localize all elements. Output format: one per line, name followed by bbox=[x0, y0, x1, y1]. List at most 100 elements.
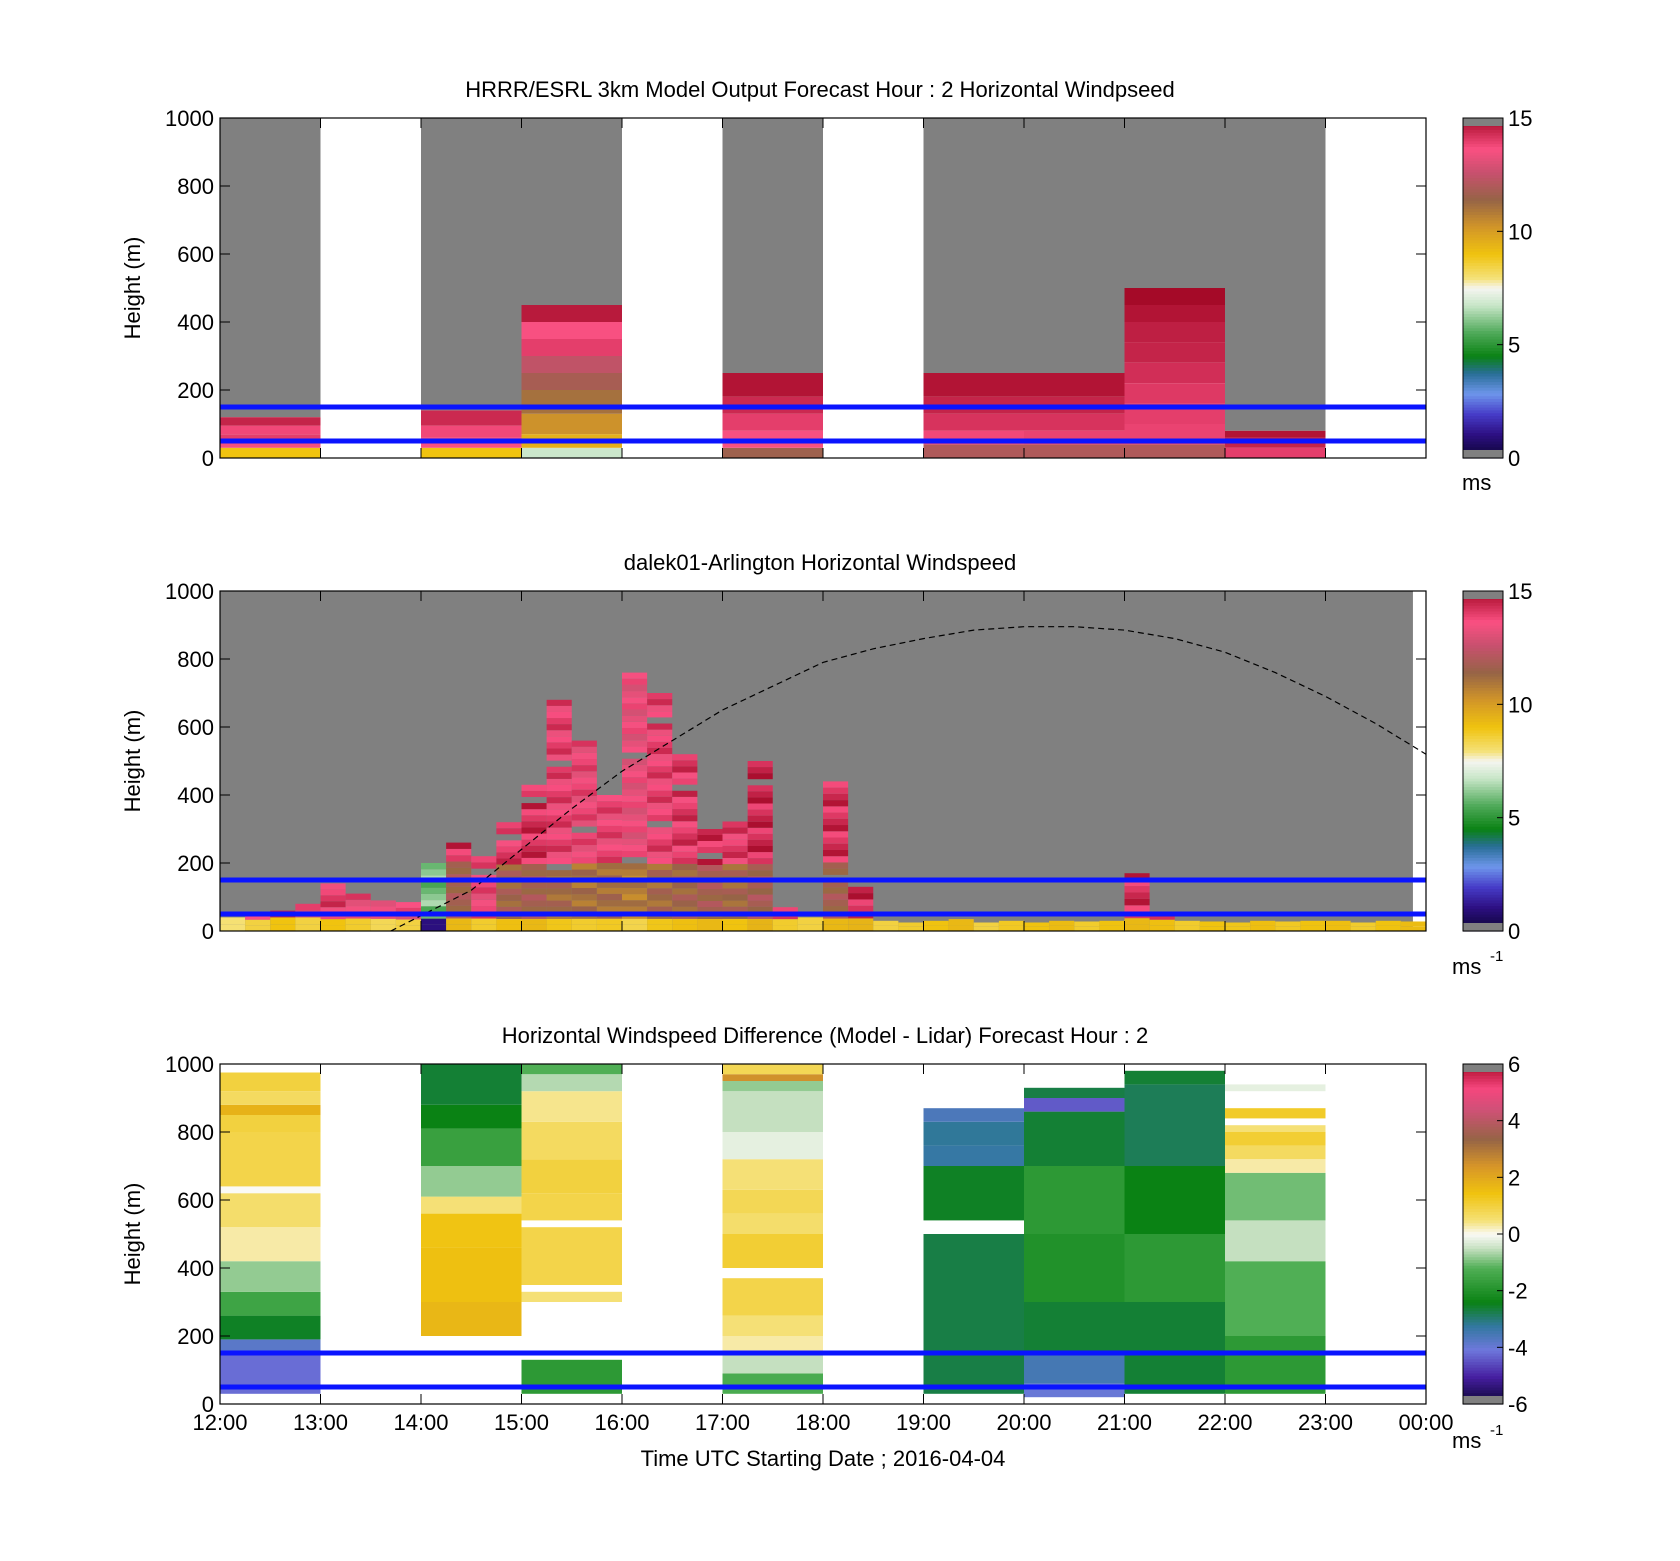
colorbar-swatch bbox=[1463, 211, 1503, 215]
colorbar-tick-label: -2 bbox=[1508, 1279, 1528, 1304]
colorbar-swatch bbox=[1463, 891, 1503, 895]
heatmap-cell bbox=[622, 703, 648, 710]
colorbar-swatch bbox=[1463, 1333, 1503, 1337]
heatmap-cell bbox=[421, 1302, 522, 1336]
heatmap-cell bbox=[823, 868, 849, 875]
heatmap-cell bbox=[923, 413, 1024, 431]
heatmap-cell bbox=[823, 843, 849, 850]
colorbar-swatch bbox=[1463, 438, 1503, 442]
heatmap-cell bbox=[647, 723, 673, 730]
heatmap-cell bbox=[370, 900, 396, 907]
heatmap-cell bbox=[747, 924, 773, 931]
heatmap-cell bbox=[1124, 383, 1225, 404]
heatmap-cell bbox=[421, 425, 522, 438]
heatmap-cell bbox=[697, 829, 723, 835]
colorbar-swatch bbox=[1463, 602, 1503, 606]
heatmap-cell bbox=[622, 851, 648, 858]
heatmap-cell bbox=[647, 833, 673, 840]
heatmap-cell bbox=[1124, 905, 1150, 912]
colorbar-swatch bbox=[1463, 874, 1503, 878]
heatmap-cell bbox=[370, 918, 396, 925]
heatmap-cell bbox=[823, 893, 849, 900]
heatmap-cell bbox=[747, 852, 773, 859]
heatmap-cell bbox=[446, 861, 472, 868]
colorbar-swatch bbox=[1463, 1171, 1503, 1176]
colorbar-swatch bbox=[1463, 727, 1503, 731]
heatmap-cell bbox=[697, 919, 723, 925]
colorbar-swatch bbox=[1463, 296, 1503, 300]
heatmap-cell bbox=[446, 874, 472, 881]
heatmap-cell bbox=[747, 906, 773, 913]
heatmap-cell bbox=[220, 1091, 321, 1105]
colorbar-swatch bbox=[1463, 316, 1503, 320]
colorbar-swatch bbox=[1463, 854, 1503, 858]
heatmap-cell bbox=[647, 784, 673, 791]
heatmap-cell bbox=[647, 766, 673, 773]
heatmap-cell bbox=[1024, 413, 1125, 431]
colorbar-swatch bbox=[1463, 1358, 1503, 1363]
heatmap-cell bbox=[1225, 1159, 1326, 1173]
heatmap-cell bbox=[521, 863, 547, 871]
colorbar-swatch bbox=[1463, 667, 1503, 671]
heatmap-cell bbox=[1124, 1166, 1225, 1234]
heatmap-cell bbox=[823, 831, 849, 838]
colorbar-swatch bbox=[1463, 911, 1503, 915]
colorbar-swatch bbox=[1463, 302, 1503, 306]
heatmap-cell bbox=[1225, 1084, 1326, 1092]
colorbar-swatch bbox=[1463, 1200, 1503, 1204]
colorbar-swatch bbox=[1463, 1242, 1503, 1246]
colorbar-swatch bbox=[1463, 1336, 1503, 1340]
heatmap-cell bbox=[898, 922, 924, 927]
heatmap-cell bbox=[521, 888, 547, 895]
colorbar-swatch bbox=[1463, 857, 1503, 861]
heatmap-cell bbox=[747, 809, 773, 816]
heatmap-cell bbox=[571, 869, 597, 876]
colorbar-swatch bbox=[1463, 1316, 1503, 1320]
heatmap-cell bbox=[571, 851, 597, 858]
heatmap-cell bbox=[521, 790, 547, 797]
x-tick-label: 00:00 bbox=[1398, 1410, 1453, 1435]
colorbar-swatch bbox=[1463, 183, 1503, 187]
heatmap-cell bbox=[722, 1091, 823, 1132]
colorbar-swatch bbox=[1463, 1251, 1503, 1255]
heatmap-cell bbox=[421, 1166, 522, 1197]
heatmap-cell bbox=[722, 1353, 823, 1374]
colorbar-swatch bbox=[1463, 1384, 1503, 1388]
colorbar-swatch bbox=[1463, 712, 1503, 717]
colorbar-swatch bbox=[1463, 848, 1503, 853]
colorbar-swatch bbox=[1463, 262, 1503, 266]
heatmap-cell bbox=[571, 777, 597, 784]
colorbar-tick-label: 0 bbox=[1508, 446, 1520, 471]
heatmap-cell bbox=[421, 869, 447, 876]
colorbar-swatch bbox=[1463, 1324, 1503, 1329]
colorbar-swatch bbox=[1463, 814, 1503, 819]
heatmap-cell bbox=[471, 918, 497, 925]
heatmap-cell bbox=[747, 894, 773, 901]
colorbar-swatch bbox=[1463, 1089, 1503, 1093]
panel-lidar: dalek01-Arlington Horizontal Windspeed 0… bbox=[120, 550, 1532, 979]
colorbar-swatch bbox=[1463, 132, 1503, 136]
heatmap-cell bbox=[571, 906, 597, 913]
heatmap-cell bbox=[672, 766, 698, 773]
colorbar-swatch bbox=[1463, 1225, 1503, 1229]
heatmap-cell bbox=[471, 862, 497, 869]
colorbar-swatch bbox=[1463, 242, 1503, 247]
colorbar-swatch bbox=[1463, 412, 1503, 417]
heatmap-cell bbox=[1124, 924, 1150, 931]
heatmap-cell bbox=[622, 820, 648, 827]
colorbar-swatch bbox=[1463, 154, 1503, 159]
heatmap-cell bbox=[647, 882, 673, 889]
heatmap-cell bbox=[1124, 342, 1225, 363]
heatmap-cell bbox=[697, 907, 723, 913]
heatmap-cell bbox=[647, 924, 673, 931]
colorbar-swatch bbox=[1463, 803, 1503, 807]
heatmap-cell bbox=[220, 1227, 321, 1262]
colorbar-swatch bbox=[1463, 1307, 1503, 1312]
heatmap-cell bbox=[1225, 1220, 1326, 1262]
heatmap-cell bbox=[722, 1132, 823, 1160]
colorbar-swatch bbox=[1463, 254, 1503, 258]
heatmap-cell bbox=[596, 844, 622, 851]
colorbar-swatch bbox=[1463, 826, 1503, 830]
heatmap-cell bbox=[245, 914, 271, 920]
heatmap-cell bbox=[722, 851, 748, 858]
